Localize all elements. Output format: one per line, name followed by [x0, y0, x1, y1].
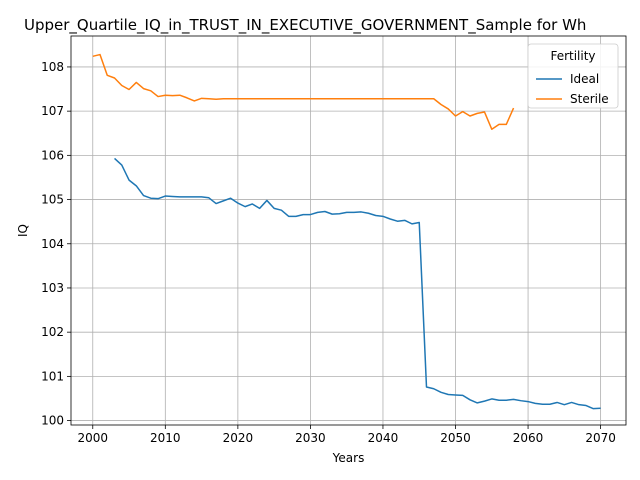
legend-box: [527, 43, 619, 109]
grid-lines: [71, 36, 626, 425]
plot-frame: [70, 35, 627, 426]
x-tick-label: 2050: [440, 431, 471, 445]
x-tick-label: 2000: [77, 431, 108, 445]
legend: Fertility Ideal Sterile: [527, 43, 619, 109]
y-tick-label: 107: [41, 104, 64, 118]
x-tick-label: 2020: [223, 431, 254, 445]
x-tick-label: 2070: [585, 431, 616, 445]
y-tick-label: 103: [41, 281, 64, 295]
y-tick-label: 106: [41, 148, 64, 162]
series-lines: [92, 53, 601, 410]
axis-ticks: 2000 2010 2020 2030 2040 2050 2060 2070 100 101 10…: [41, 60, 616, 445]
y-tick-label: 102: [41, 325, 64, 339]
y-axis-label: IQ: [16, 224, 30, 237]
x-axis-label: Years: [332, 451, 365, 465]
y-tick-label: 101: [41, 369, 64, 383]
chart-title: Upper_Quartile_IQ_in_TRUST_IN_EXECUTIVE_…: [24, 16, 586, 35]
x-tick-label: 2040: [368, 431, 399, 445]
x-tick-label: 2010: [150, 431, 181, 445]
x-tick-label: 2030: [295, 431, 326, 445]
y-tick-label: 108: [41, 60, 64, 74]
y-tick-label: 104: [41, 237, 64, 251]
legend-label-ideal: Ideal: [570, 72, 599, 86]
legend-title: Fertility: [550, 49, 595, 63]
series-line-ideal: [114, 157, 601, 410]
legend-label-sterile: Sterile: [570, 92, 609, 106]
y-tick-label: 105: [41, 193, 64, 207]
x-tick-label: 2060: [513, 431, 544, 445]
y-tick-label: 100: [41, 414, 64, 428]
series-line-sterile: [92, 53, 515, 131]
